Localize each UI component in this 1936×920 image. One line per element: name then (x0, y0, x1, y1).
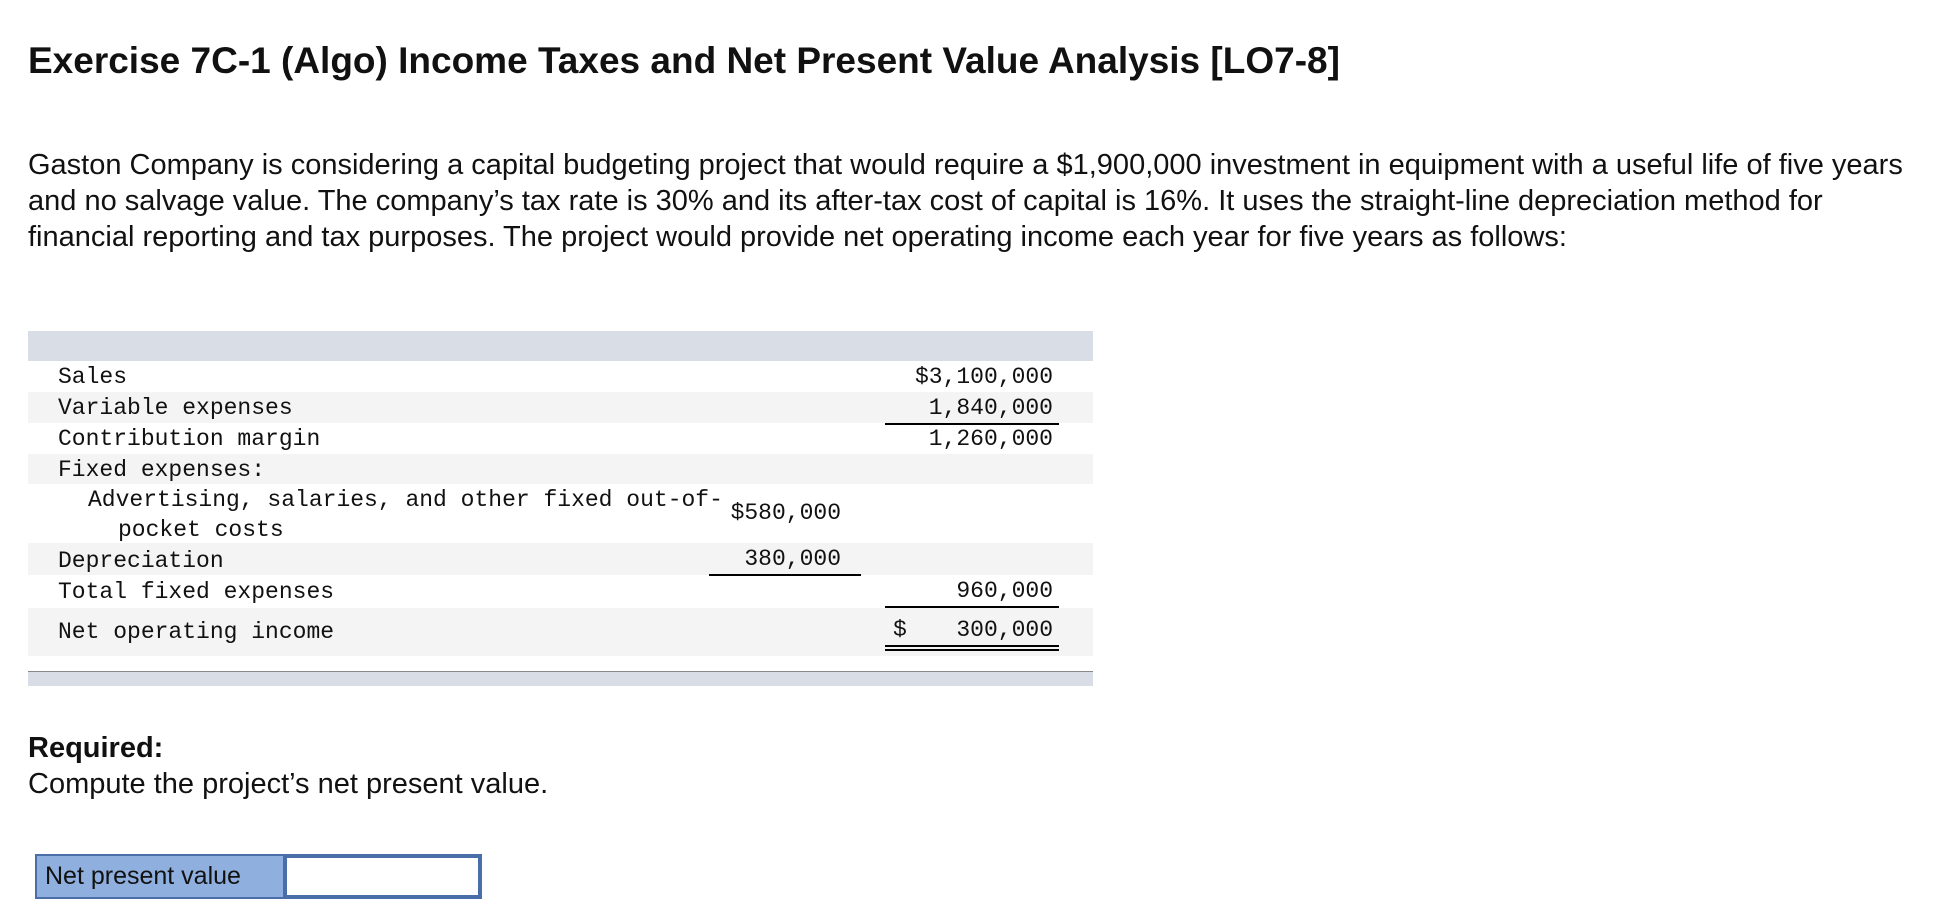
value: 380,000 (709, 544, 861, 576)
required-label: Required: (28, 732, 164, 764)
value: 300,000 (885, 615, 1059, 651)
row-label: Total fixed expenses (58, 579, 335, 605)
value: 1,260,000 (928, 426, 1053, 452)
answer-label: Net present value (37, 856, 285, 897)
table-footer (28, 671, 1093, 686)
row-label: Sales (58, 364, 128, 390)
row-label: Contribution margin (58, 426, 321, 452)
row-label: Advertising, salaries, and other fixed o… (88, 485, 723, 545)
title: Exercise 7C-1 (Algo) Income Taxes and Ne… (28, 40, 1340, 81)
row-bg (28, 543, 1093, 575)
row-label: Variable expenses (58, 395, 293, 421)
answer-input[interactable] (285, 856, 480, 897)
row-label-text: Advertising, salaries, and other fixed o… (88, 487, 723, 543)
intro: Gaston Company is considering a capital … (28, 149, 1903, 253)
table-header (28, 331, 1093, 361)
value: 1,840,000 (885, 393, 1059, 425)
answer-row: Net present value (35, 854, 482, 899)
required-text: Compute the project’s net present value. (28, 768, 549, 800)
row-label: Fixed expenses: (58, 457, 266, 483)
currency: $ (893, 617, 907, 643)
value: $580,000 (730, 500, 841, 526)
row-bg (28, 454, 1093, 484)
value: $3,100,000 (914, 364, 1053, 390)
value: 960,000 (885, 576, 1059, 608)
row-bg (28, 392, 1093, 423)
row-label: Net operating income (58, 619, 335, 645)
value-text: 1,840,000 (928, 395, 1053, 421)
row-label: Depreciation (58, 548, 224, 574)
